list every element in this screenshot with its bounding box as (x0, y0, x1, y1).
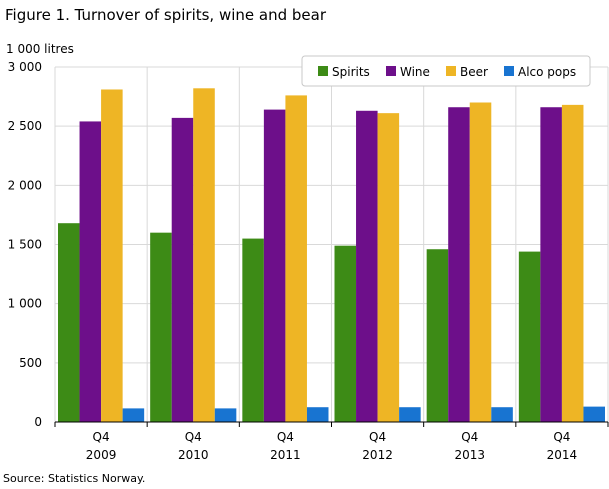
bar-spirits (150, 232, 172, 422)
bar-alco-pops (399, 407, 421, 422)
x-tick-label-year: 2011 (270, 448, 301, 462)
bar-spirits (242, 238, 264, 422)
legend-swatch-wine (386, 66, 396, 76)
bar-alco-pops (306, 407, 329, 422)
x-tick-label-quarter: Q4 (553, 430, 570, 444)
bar-beer (285, 95, 307, 423)
bar-beer (561, 104, 584, 422)
bar-beer (101, 89, 123, 422)
legend-swatch-beer (446, 66, 456, 76)
x-tick-label-year: 2009 (86, 448, 117, 462)
bar-spirits (518, 251, 541, 422)
x-tick-label-quarter: Q4 (369, 430, 386, 444)
x-tick-label-year: 2013 (454, 448, 485, 462)
x-tick-label-year: 2010 (178, 448, 209, 462)
x-tick-label-quarter: Q4 (461, 430, 478, 444)
y-tick-label: 1 000 (8, 297, 42, 311)
legend-swatch-spirits (318, 66, 328, 76)
legend-label: Spirits (332, 65, 370, 79)
legend-label: Alco pops (518, 65, 576, 79)
bar-beer (377, 113, 400, 423)
bar-alco-pops (583, 406, 605, 422)
bar-alco-pops (491, 407, 513, 422)
y-tick-label: 2 000 (8, 178, 42, 192)
bar-spirits (426, 249, 449, 422)
bar-beer (469, 102, 492, 422)
y-axis-unit-label: 1 000 litres (6, 42, 74, 56)
bar-alco-pops (214, 408, 237, 422)
bar-beer (193, 88, 215, 423)
legend-label: Wine (400, 65, 430, 79)
y-tick-label: 1 500 (8, 238, 42, 252)
bar-wine (79, 121, 102, 422)
bar-spirits (58, 223, 80, 422)
bar-spirits (334, 245, 357, 422)
y-tick-label: 500 (19, 356, 42, 370)
x-tick-label-quarter: Q4 (93, 430, 110, 444)
bar-alco-pops (122, 408, 145, 422)
bar-wine (356, 110, 378, 423)
legend-label: Beer (460, 65, 488, 79)
bar-wine (263, 109, 286, 422)
y-tick-label: 0 (34, 415, 42, 429)
source-note: Source: Statistics Norway. (3, 472, 146, 485)
bar-wine (171, 117, 194, 422)
bar-wine (448, 107, 470, 422)
y-tick-label: 2 500 (8, 119, 42, 133)
x-tick-label-quarter: Q4 (185, 430, 202, 444)
x-tick-label-quarter: Q4 (277, 430, 294, 444)
legend-swatch-alco-pops (504, 66, 514, 76)
x-tick-label-year: 2012 (362, 448, 393, 462)
x-tick-label-year: 2014 (547, 448, 578, 462)
chart-title: Figure 1. Turnover of spirits, wine and … (5, 6, 326, 24)
y-tick-label: 3 000 (8, 60, 42, 74)
bar-wine (540, 107, 562, 422)
